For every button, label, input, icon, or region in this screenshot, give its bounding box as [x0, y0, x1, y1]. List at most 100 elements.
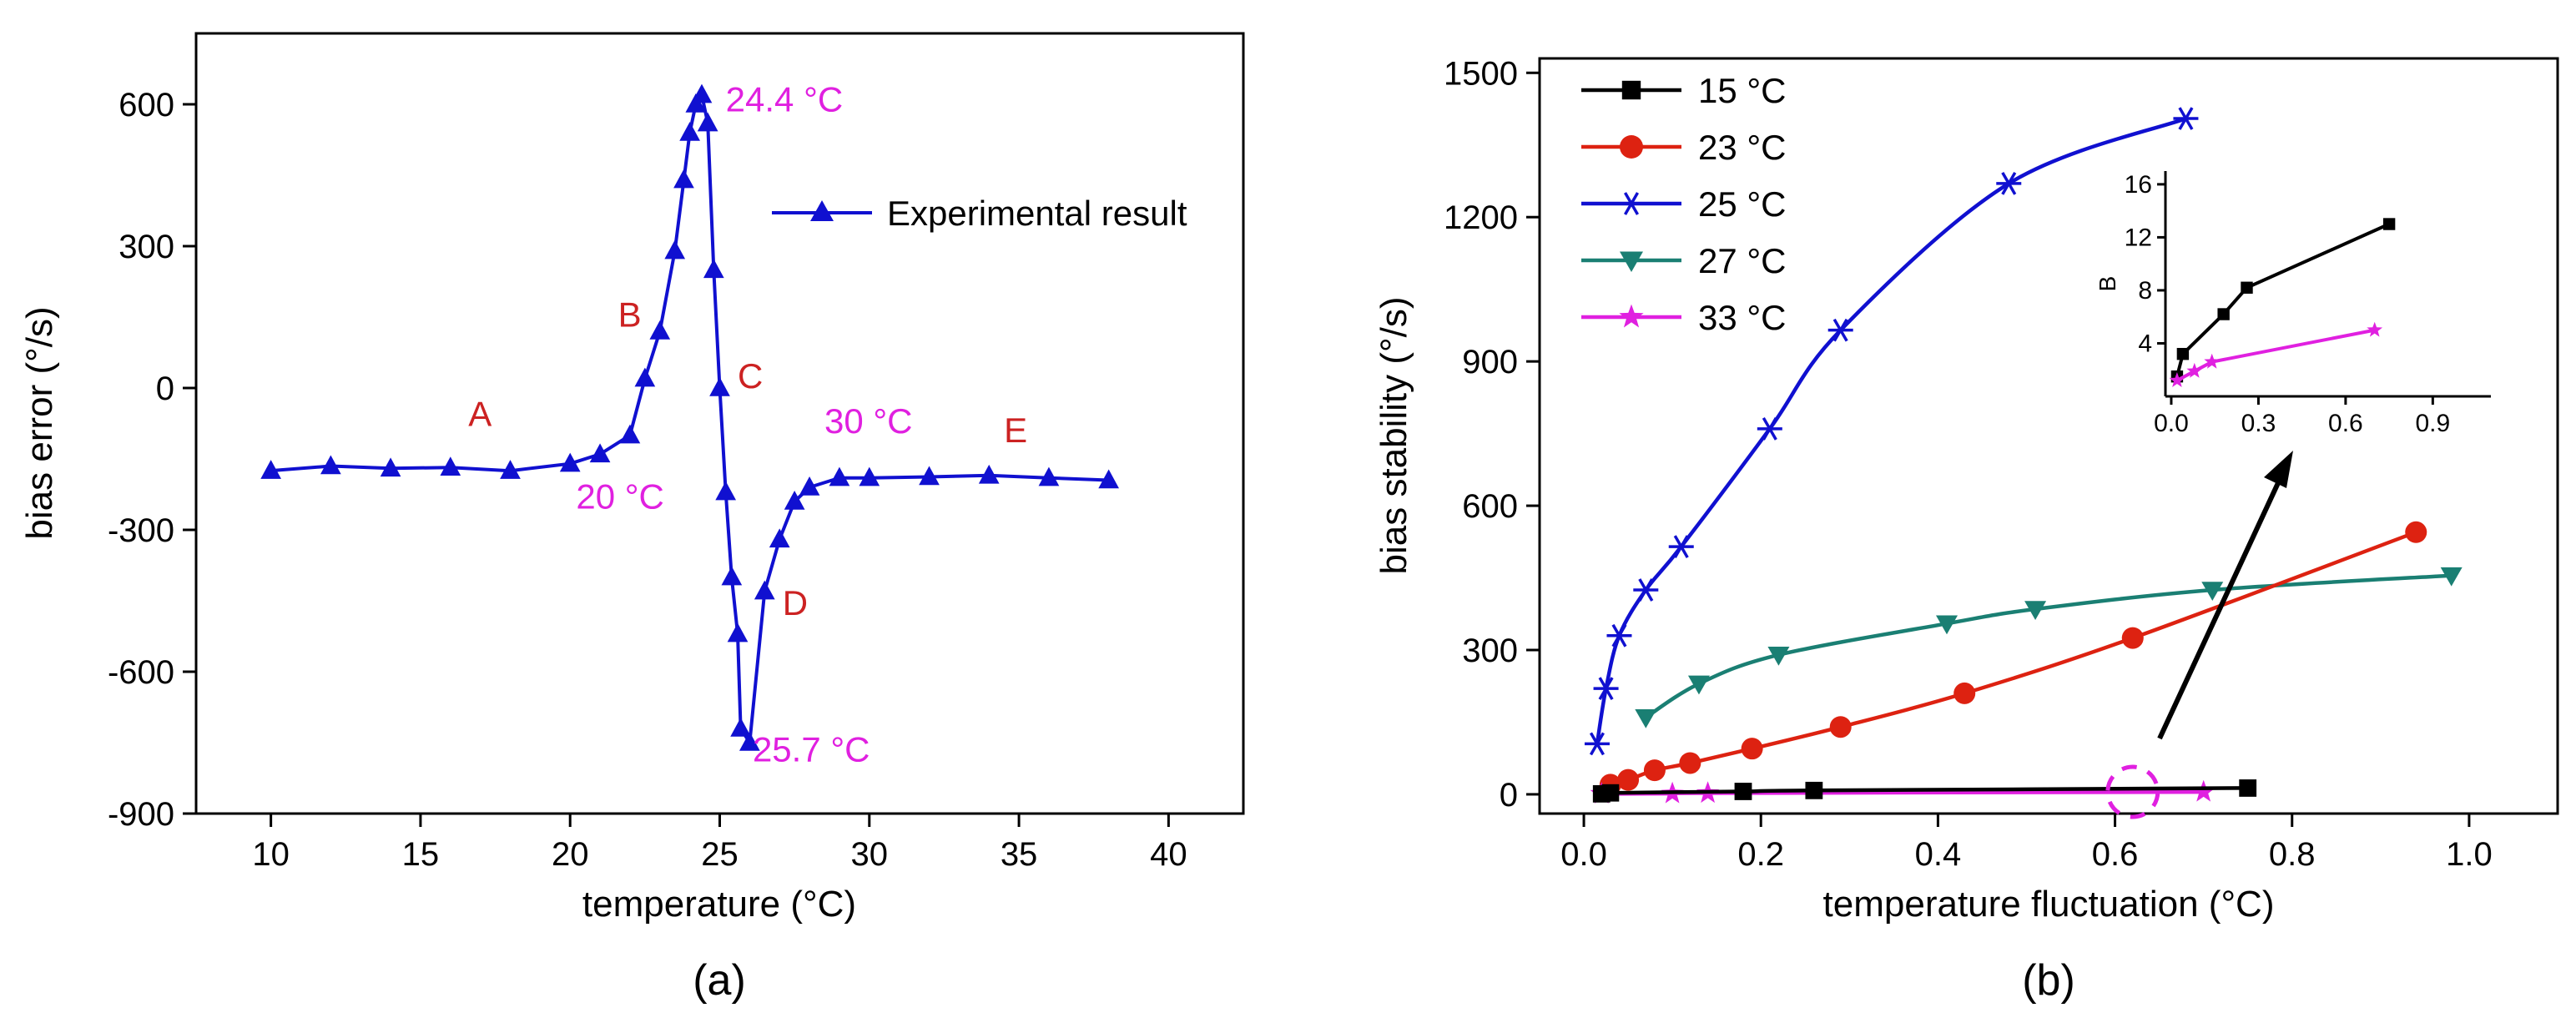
inset-xtick-label: 0.9	[2415, 410, 2450, 437]
data-point	[1679, 752, 1701, 774]
data-point	[559, 452, 581, 472]
data-point	[1734, 783, 1752, 800]
inset-xtick-label: 0.6	[2328, 410, 2363, 437]
panel-a-plot-frame	[194, 32, 1245, 815]
legend-label: 15 °C	[1698, 71, 1787, 110]
data-point	[2405, 521, 2427, 543]
panel-a-annotations: A B C D E 24.4 °C 20 °C 30 °C 25.7 °C	[468, 80, 1027, 769]
panel-b-series	[1584, 107, 2463, 804]
a-ytick-label: 300	[118, 229, 174, 265]
panel-a-label: (a)	[693, 956, 746, 1005]
data-point	[1601, 784, 1620, 802]
series-line	[1610, 530, 2417, 787]
data-point	[1098, 469, 1119, 489]
panel-b-plot-frame	[1538, 57, 2559, 815]
data-point	[784, 491, 805, 510]
data-point	[380, 457, 401, 477]
data-point	[1757, 416, 1782, 441]
a-xtick-label: 35	[1001, 836, 1038, 873]
data-point	[634, 367, 656, 387]
panel-a-ylabel: bias error (°/s)	[19, 306, 60, 539]
annotation-label: A	[468, 394, 492, 433]
a-xtick-label: 25	[701, 836, 739, 873]
data-point	[500, 460, 521, 479]
a-xtick-label: 30	[851, 836, 889, 873]
inset-ylabel: B	[2095, 276, 2120, 292]
a-xtick-label: 20	[552, 836, 589, 873]
annotation-label: E	[1004, 411, 1027, 450]
inset-series-line	[2175, 222, 2390, 377]
series-line	[1645, 573, 2452, 719]
data-point	[1038, 466, 1060, 486]
data-point	[727, 622, 749, 643]
zoom-arrow-head	[2264, 451, 2293, 488]
legend-label: 25 °C	[1698, 184, 1787, 224]
data-point	[1593, 677, 1619, 700]
panel-a-series	[260, 83, 1119, 751]
b-ytick-label: 900	[1462, 344, 1518, 380]
data-point	[664, 239, 686, 260]
a-ytick-label: -600	[108, 654, 174, 691]
data-point	[691, 83, 713, 103]
data-point	[1643, 759, 1666, 782]
panel-a-xlabel: temperature (°C)	[582, 884, 856, 925]
panel-b-ticks: 0.0 0.2 0.4 0.6 0.8 1.0 0 300 600 900 1200 1500	[1444, 55, 2493, 873]
data-point	[1635, 708, 1657, 728]
data-point	[703, 259, 724, 279]
data-point	[2173, 107, 2199, 130]
data-point	[1668, 535, 1694, 558]
inset-data-point	[2169, 372, 2185, 387]
data-point	[799, 476, 820, 496]
inset-ytick-label: 16	[2125, 171, 2152, 199]
legend-label: 33 °C	[1698, 298, 1787, 337]
data-point	[1606, 623, 1632, 648]
inset-data-point	[2217, 308, 2230, 320]
data-point	[649, 320, 671, 340]
data-point	[673, 169, 694, 189]
b-ytick-label: 1500	[1444, 55, 1518, 92]
b-ytick-label: 300	[1462, 632, 1518, 669]
data-point	[440, 456, 461, 476]
inset-ytick-label: 8	[2138, 277, 2152, 305]
annotation-label: 25.7 °C	[753, 730, 870, 769]
data-point	[589, 443, 611, 463]
inset-data-point	[2176, 347, 2190, 360]
data-point	[1805, 781, 1823, 799]
b-xtick-label: 1.0	[2446, 836, 2493, 873]
data-point	[2201, 582, 2224, 601]
data-point	[2024, 601, 2047, 621]
legend-marker	[1619, 304, 1644, 328]
panel-b-ylabel: bias stability (°/s)	[1374, 296, 1414, 574]
data-point	[697, 112, 718, 132]
data-point	[2239, 779, 2257, 797]
b-ytick-label: 600	[1462, 488, 1518, 525]
data-point	[1829, 716, 1852, 738]
data-point	[1741, 738, 1763, 760]
data-point	[1633, 578, 1659, 602]
b-ytick-label: 1200	[1444, 199, 1518, 236]
data-point	[320, 455, 341, 475]
data-point	[739, 732, 760, 751]
data-point	[978, 464, 1000, 484]
data-point	[829, 466, 850, 486]
data-point	[715, 481, 737, 501]
annotation-label: 20 °C	[576, 477, 664, 517]
b-xtick-label: 0.0	[1560, 836, 1607, 873]
inset-series	[2169, 218, 2396, 387]
legend-a-marker	[810, 200, 834, 221]
legend-label: 27 °C	[1698, 241, 1787, 280]
a-ytick-label: -300	[108, 512, 174, 549]
annotation-label: C	[738, 356, 763, 396]
data-point	[679, 122, 700, 141]
legend-marker	[1620, 251, 1643, 272]
a-xtick-label: 10	[252, 836, 290, 873]
inset-ytick-label: 4	[2138, 330, 2152, 357]
legend-marker	[1619, 192, 1644, 215]
b-xtick-label: 0.2	[1737, 836, 1784, 873]
inset-ticks: 0.0 0.3 0.6 0.9 4 8 12 16	[2125, 171, 2451, 437]
annotation-label: 24.4 °C	[726, 80, 844, 119]
a-ytick-label: 600	[118, 87, 174, 123]
data-point	[754, 580, 775, 600]
inset-data-point	[2241, 281, 2253, 294]
